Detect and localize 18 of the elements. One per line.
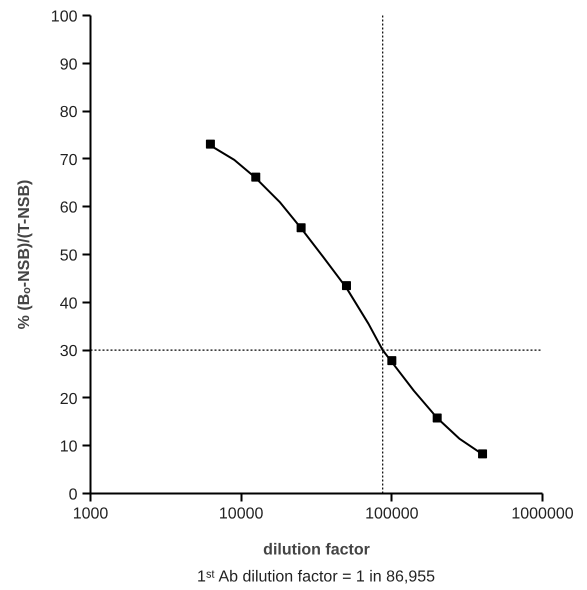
x-tick-label: 10000: [218, 506, 264, 522]
y-tick-label: 80: [60, 104, 78, 122]
y-tick-label: 70: [60, 152, 78, 169]
x-tick-label: 100000: [365, 506, 419, 522]
y-tick-label: 40: [60, 295, 78, 312]
y-tick-label: 0: [68, 486, 78, 504]
y-tick-label: 50: [60, 248, 78, 264]
x-tick-label: 1000: [72, 506, 108, 522]
x-axis-title: dilution factor: [263, 542, 370, 558]
y-tick-label: 60: [60, 200, 78, 217]
y-axis-title: % (Bₒ-NSB)/(T-NSB): [16, 180, 33, 330]
y-tick-label: 30: [60, 343, 78, 360]
x-tick-label: 1000000: [511, 506, 574, 522]
text: 1ˢᵗ Ab dilution factor = 1 in 86,955: [197, 568, 436, 586]
y-tick-label: 90: [60, 56, 78, 74]
y-tick-label: 100: [50, 8, 78, 26]
y-tick-label: 10: [60, 438, 78, 456]
y-tick-label: 20: [60, 390, 78, 408]
